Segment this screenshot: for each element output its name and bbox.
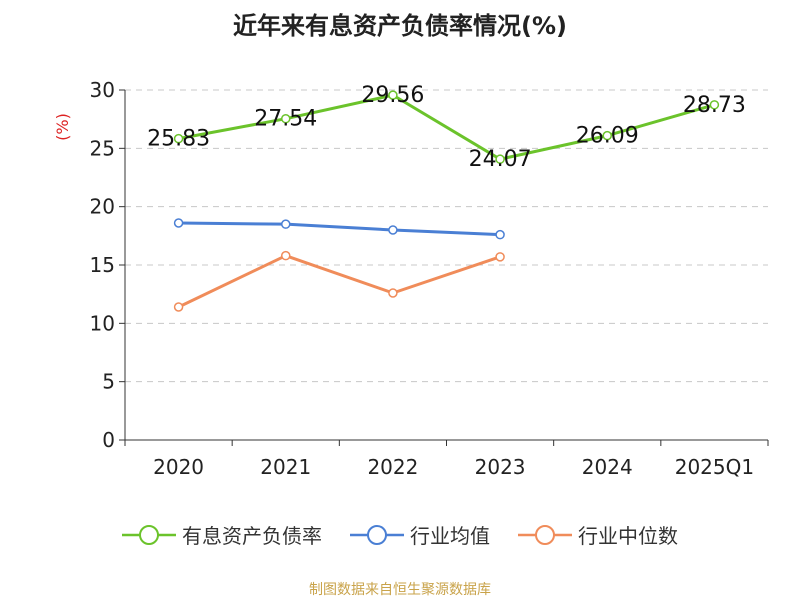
chart-title: 近年来有息资产负债率情况(%) bbox=[233, 12, 567, 40]
source-note: 制图数据来自恒生聚源数据库 bbox=[309, 582, 491, 598]
data-point bbox=[173, 302, 184, 312]
data-label: 27.54 bbox=[254, 107, 317, 132]
data-label: 29.56 bbox=[361, 83, 424, 108]
data-point bbox=[173, 133, 184, 144]
legend-label: 行业均值 bbox=[410, 524, 490, 548]
x-tick-label: 2025Q1 bbox=[675, 455, 754, 479]
data-point bbox=[495, 252, 505, 262]
series-line bbox=[178, 221, 501, 237]
data-label: 25.83 bbox=[147, 127, 210, 152]
legend-label: 行业中位数 bbox=[578, 524, 678, 548]
data-point bbox=[388, 90, 398, 100]
y-tick-label: 10 bbox=[90, 311, 115, 335]
data-point bbox=[388, 288, 398, 298]
legend-marker-icon bbox=[518, 524, 572, 545]
data-point bbox=[495, 229, 505, 240]
legend-label: 有息资产负债率 bbox=[182, 524, 322, 548]
data-label: 24.07 bbox=[469, 147, 532, 172]
data-point bbox=[388, 225, 398, 235]
legend-item: 行业中位数 bbox=[518, 520, 678, 549]
legend: 有息资产负债率 行业均值 行业中位数 bbox=[0, 520, 800, 549]
x-tick-label: 2020 bbox=[153, 455, 204, 479]
y-tick-label: 0 bbox=[102, 428, 115, 452]
x-tick-label: 2021 bbox=[260, 455, 311, 479]
y-tick-label: 5 bbox=[102, 370, 115, 394]
y-tick-label: 30 bbox=[90, 78, 115, 102]
series-line bbox=[178, 93, 715, 161]
data-point bbox=[281, 113, 291, 124]
data-point bbox=[281, 219, 291, 229]
y-axis-label: (%) bbox=[53, 113, 72, 141]
data-point bbox=[602, 130, 612, 141]
y-tick-label: 25 bbox=[90, 136, 115, 160]
legend-item: 行业均值 bbox=[350, 520, 490, 549]
data-point bbox=[281, 250, 291, 261]
x-tick-label: 2024 bbox=[582, 455, 633, 479]
data-label: 26.09 bbox=[576, 124, 639, 149]
legend-marker-icon bbox=[122, 524, 176, 545]
legend-item: 有息资产负债率 bbox=[122, 520, 322, 549]
data-label: 28.73 bbox=[683, 93, 746, 118]
series-line bbox=[177, 254, 501, 309]
data-point bbox=[173, 218, 184, 228]
legend-marker-icon bbox=[350, 524, 404, 545]
data-point bbox=[495, 154, 505, 164]
y-tick-label: 15 bbox=[90, 253, 115, 277]
y-tick-label: 20 bbox=[90, 195, 115, 219]
x-tick-label: 2022 bbox=[367, 455, 418, 479]
x-tick-label: 2023 bbox=[475, 455, 526, 479]
data-point bbox=[709, 100, 720, 110]
